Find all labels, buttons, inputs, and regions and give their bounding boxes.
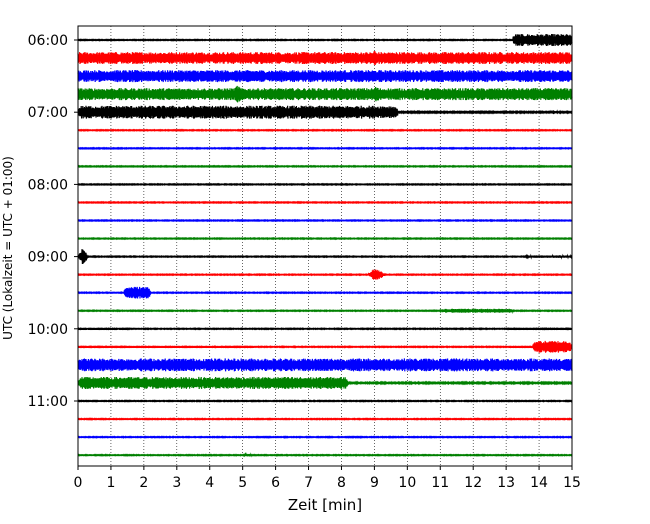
x-tick-label: 3 <box>172 475 181 491</box>
trace-line <box>77 452 573 458</box>
x-tick-label: 8 <box>337 475 346 491</box>
trace-line <box>77 358 573 372</box>
trace-line <box>77 417 573 421</box>
x-axis-label: Zeit [min] <box>288 496 362 514</box>
trace-line <box>77 236 573 241</box>
y-tick-label: 10:00 <box>28 322 68 338</box>
x-tick-label: 0 <box>74 475 83 491</box>
trace-line <box>77 399 573 403</box>
trace-line <box>77 340 573 353</box>
x-tick-label: 13 <box>497 475 515 491</box>
x-tick-label: 2 <box>139 475 148 491</box>
trace-line <box>77 105 573 119</box>
x-tick-label: 9 <box>370 475 379 491</box>
trace-line <box>77 269 573 280</box>
trace-line <box>77 308 573 315</box>
trace-line <box>77 182 573 187</box>
trace-line <box>77 435 573 439</box>
x-tick-label: 1 <box>106 475 115 491</box>
trace-line <box>77 286 573 299</box>
y-tick-label: 11:00 <box>28 394 68 410</box>
y-tick-label: 06:00 <box>28 33 68 49</box>
trace-line <box>77 327 573 331</box>
trace-line <box>77 218 573 223</box>
y-axis-label: UTC (Lokalzeit = UTC + 01:00) <box>1 156 15 340</box>
x-tick-label: 14 <box>530 475 548 491</box>
trace-line <box>77 146 573 151</box>
trace-layer <box>77 33 573 458</box>
trace-line <box>77 85 573 103</box>
trace-line <box>77 164 573 169</box>
y-tick-label: 07:00 <box>28 105 68 121</box>
grid-layer <box>110 26 540 466</box>
trace-line <box>77 128 573 132</box>
trace-line <box>77 249 573 265</box>
plot-frame <box>77 25 573 467</box>
trace-line <box>77 51 573 66</box>
trace-line <box>77 33 573 47</box>
tick-layer: 0 1 2 3 4 5 6 7 8 9 10 11 12 13 14 1506:0007:0008:0009:… <box>28 33 581 491</box>
trace-line <box>77 70 573 83</box>
x-tick-label: 10 <box>398 475 416 491</box>
x-tick-label: 7 <box>304 475 313 491</box>
trace-line <box>77 376 573 389</box>
x-tick-label: 11 <box>431 475 449 491</box>
y-tick-label: 08:00 <box>28 177 68 193</box>
x-tick-label: 6 <box>271 475 280 491</box>
trace-line <box>77 200 573 205</box>
x-tick-label: 5 <box>238 475 247 491</box>
x-tick-label: 4 <box>205 475 214 491</box>
x-tick-label: 12 <box>464 475 482 491</box>
x-tick-label: 15 <box>563 475 581 491</box>
y-tick-label: 09:00 <box>28 250 68 266</box>
